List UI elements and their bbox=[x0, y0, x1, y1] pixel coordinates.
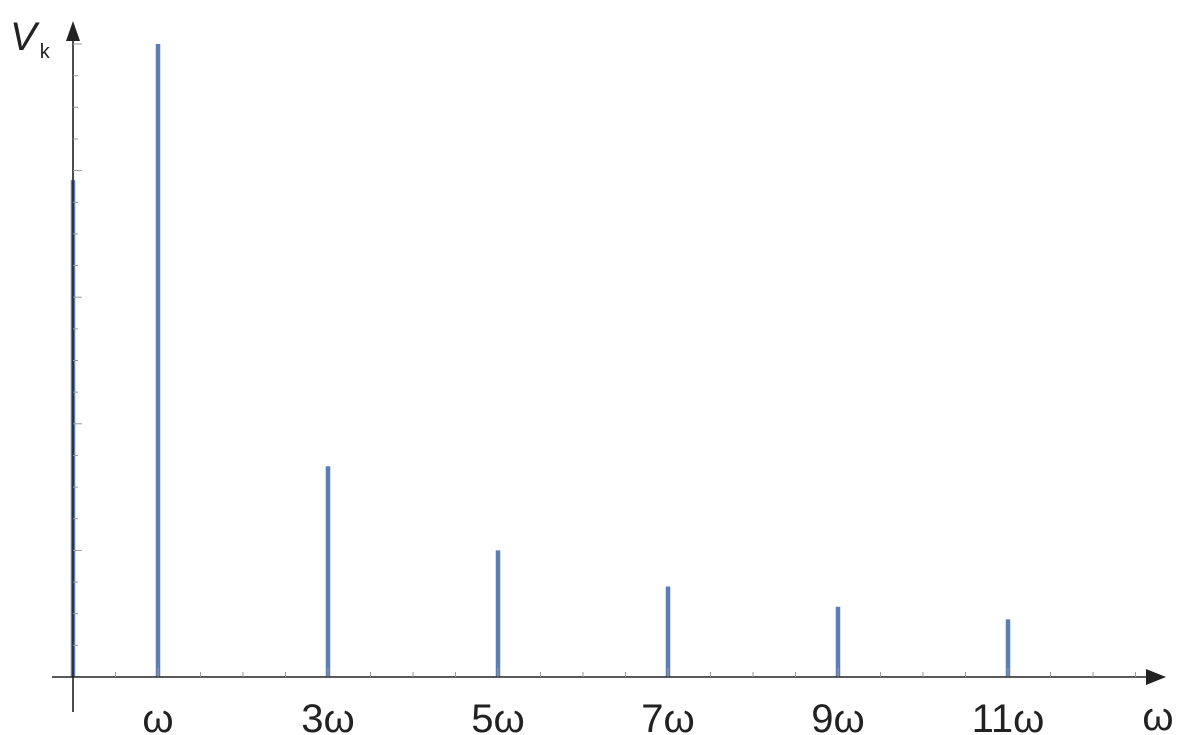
x-axis-label: ω bbox=[1142, 695, 1173, 735]
y-axis-label-main: V bbox=[10, 15, 40, 59]
ticks bbox=[73, 43, 1136, 677]
tick-labels: ω 3ω 5ω 7ω 9ω 11ω bbox=[142, 697, 1044, 735]
y-axis-label-subscript: k bbox=[40, 41, 51, 63]
x-tick-label: 11ω bbox=[972, 697, 1045, 735]
x-tick-label: 7ω bbox=[641, 697, 694, 735]
axes bbox=[52, 21, 1166, 712]
y-axis-arrow-icon bbox=[66, 21, 80, 41]
x-tick-label: 9ω bbox=[811, 697, 864, 735]
bars bbox=[70, 44, 1011, 677]
x-axis-arrow-icon bbox=[1146, 669, 1166, 685]
x-tick-label: 5ω bbox=[471, 697, 524, 735]
x-tick-label: 3ω bbox=[301, 697, 354, 735]
x-tick-label: ω bbox=[142, 697, 173, 735]
